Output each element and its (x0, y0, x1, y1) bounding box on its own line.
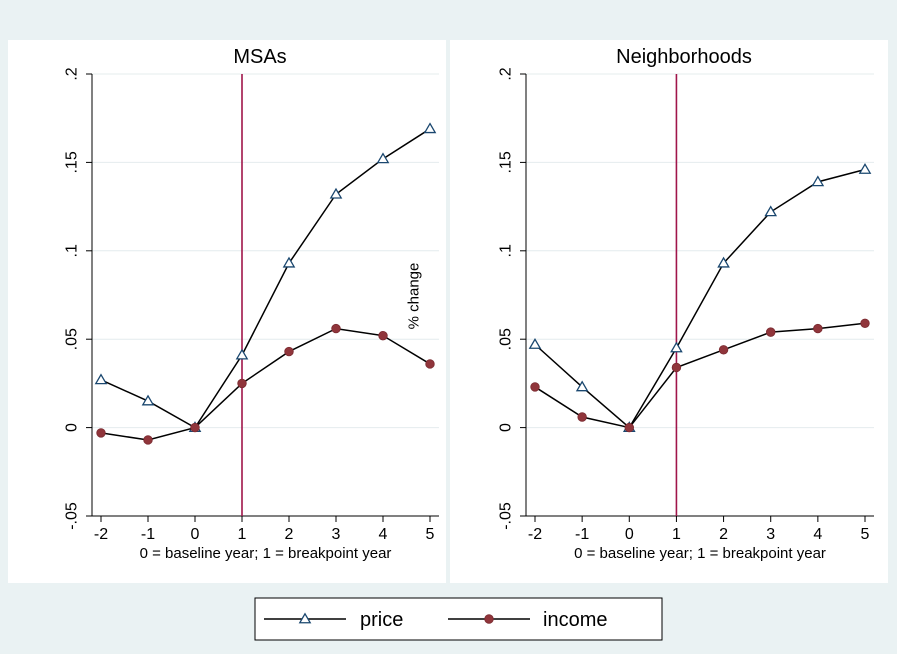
y-tick-label: .05 (64, 328, 81, 350)
income-point (718, 345, 729, 355)
legend-marker-price (298, 612, 312, 624)
income-point (860, 318, 870, 328)
x-tick-label: 5 (861, 526, 870, 543)
y-tick-label: .15 (498, 151, 515, 173)
y-tick-label: .1 (498, 244, 515, 257)
series-line-price (534, 168, 866, 429)
income-point (284, 346, 294, 357)
x-axis-title: 0 = baseline year; 1 = breakpoint year (140, 545, 392, 562)
y-tick-label: 0 (64, 423, 81, 432)
income-point (190, 422, 200, 433)
income-point (766, 327, 776, 337)
x-tick-label: 3 (332, 526, 341, 543)
price-point (858, 162, 872, 174)
panel-background (450, 40, 888, 583)
income-point (577, 412, 587, 422)
income-point (331, 323, 341, 334)
y-tick-label: .15 (64, 151, 81, 173)
x-tick-label: 4 (379, 526, 388, 543)
y-tick-label: .2 (498, 67, 515, 80)
x-tick-label: 0 (191, 526, 200, 543)
price-point (235, 348, 249, 360)
x-tick-label: 0 (625, 526, 634, 543)
price-point (811, 175, 825, 187)
series-line-price (100, 128, 431, 429)
x-tick-label: 1 (672, 526, 681, 543)
income-point (96, 428, 106, 438)
panel-1: -.05 0 .05 .1 .15 .2 -2 -1 0 1 2 3 4 5 0 = baseline ye… (8, 40, 446, 583)
price-point (575, 380, 589, 392)
x-tick-label: 2 (719, 526, 728, 543)
x-tick-label: 4 (813, 526, 822, 543)
x-axis-title: 0 = baseline year; 1 = breakpoint year (574, 545, 826, 562)
income-point (813, 323, 823, 334)
y-tick-label: -.05 (64, 502, 81, 530)
legend-label-price: price (360, 609, 403, 631)
price-point (376, 152, 390, 164)
income-point (378, 330, 388, 341)
income-point (671, 362, 682, 373)
price-point (528, 338, 542, 349)
y-tick-label: .05 (498, 328, 515, 350)
legend: price income (254, 597, 663, 641)
legend-marker-income (484, 614, 494, 624)
panel-title: MSAs (233, 46, 286, 68)
x-tick-label: -2 (94, 526, 108, 543)
y-tick-label: .2 (64, 67, 81, 80)
price-point (764, 205, 778, 217)
x-tick-label: 2 (285, 526, 294, 543)
income-point (237, 378, 247, 389)
income-point (143, 435, 153, 445)
price-point (94, 373, 108, 385)
y-tick-label: .1 (64, 244, 81, 257)
y-tick-label: 0 (498, 423, 515, 432)
price-point (282, 256, 296, 268)
x-tick-label: 1 (238, 526, 247, 543)
income-point (530, 382, 540, 392)
y-tick-label: -.05 (498, 502, 515, 530)
x-tick-label: 3 (766, 526, 775, 543)
x-tick-label: -1 (575, 526, 589, 543)
price-point (141, 394, 155, 406)
price-point (670, 341, 683, 353)
price-point (423, 122, 437, 134)
panel-title: Neighborhoods (616, 46, 752, 68)
price-point (717, 256, 730, 268)
series-line-income (100, 327, 431, 441)
panel-2: -.05 0 .05 .1 .15 .2 -2 -1 0 1 2 3 4 5 0 = baseline ye… (450, 40, 888, 583)
series-line-income (534, 322, 866, 429)
x-tick-label: 5 (426, 526, 435, 543)
price-point (329, 187, 343, 199)
legend-label-income: income (543, 609, 607, 631)
income-point (425, 359, 435, 369)
panel-background (8, 40, 446, 583)
x-tick-label: -1 (141, 526, 155, 543)
x-tick-label: -2 (528, 526, 542, 543)
y-axis-title: % change (406, 263, 423, 330)
income-point (624, 422, 634, 433)
